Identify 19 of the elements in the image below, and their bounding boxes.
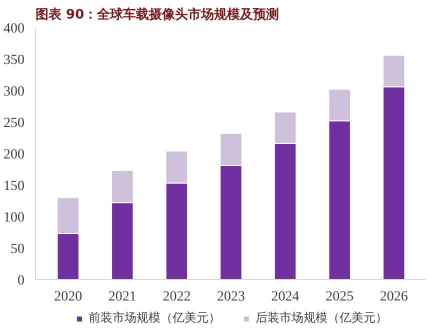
x-tick-label: 2023 — [217, 290, 245, 304]
y-tick-label: 100 — [4, 210, 24, 226]
x-tick-label: 2020 — [54, 290, 82, 304]
y-tick-label: 300 — [4, 84, 24, 100]
chart-title: 图表 90：全球车载摄像头市场规模及预测 — [36, 6, 280, 22]
legend-label: 前装市场规模（亿美元） — [88, 310, 220, 326]
x-tick-label: 2021 — [108, 290, 136, 304]
y-tick-label: 400 — [4, 22, 24, 36]
x-tick-label: 2025 — [326, 290, 354, 304]
y-tick-label: 200 — [4, 148, 24, 162]
x-tick-label: 2024 — [271, 290, 300, 304]
y-tick-label: 150 — [4, 179, 24, 194]
y-tick-label: 350 — [4, 53, 24, 68]
legend-label: 后装市场规模（亿美元） — [256, 310, 388, 326]
y-tick-label: 0 — [18, 274, 24, 288]
y-tick-label: 50 — [10, 242, 24, 257]
y-tick-label: 250 — [4, 116, 24, 131]
x-tick-label: 2026 — [380, 290, 408, 304]
x-tick-label: 2022 — [162, 290, 191, 304]
